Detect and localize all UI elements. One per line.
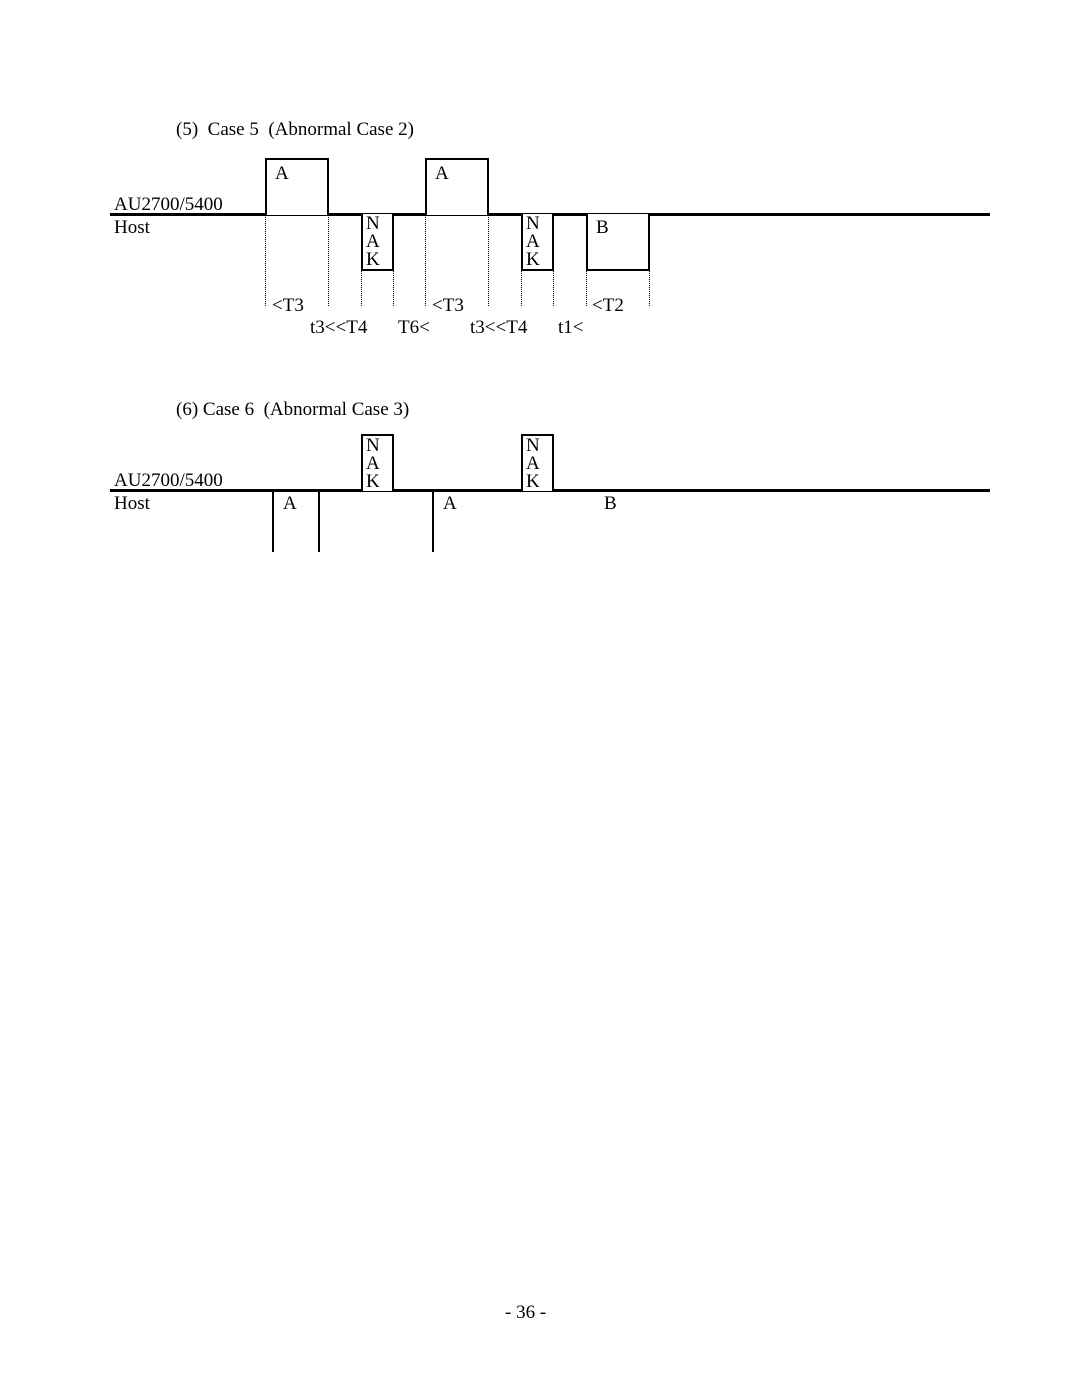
nak-line-1c: K xyxy=(526,250,540,270)
case6-title: (6) Case 6 (Abnormal Case 3) xyxy=(176,400,409,420)
case5-lower-box-2: B xyxy=(586,214,650,271)
case5-upper-box-1: A xyxy=(425,158,489,215)
case5-lower-box-0: N A K xyxy=(361,214,394,271)
timing-label: <T3 xyxy=(432,296,464,316)
case5-upper-box-0: A xyxy=(265,158,329,215)
nak-line-0c: K xyxy=(366,250,380,270)
timing-diagram-page: { "page_number": "- 36 -", "colors": { "… xyxy=(0,0,1080,1397)
timing-label: <T2 xyxy=(592,296,624,316)
case6-upper-lane-label: AU2700/5400 xyxy=(114,471,223,491)
case5-title: (5) Case 5 (Abnormal Case 2) xyxy=(176,120,414,140)
guide xyxy=(361,271,362,306)
case6-lower-label-1: A xyxy=(443,494,457,514)
case5-upper-box-0-label: A xyxy=(275,164,289,184)
case6-lower-lane-label: Host xyxy=(114,494,150,514)
case6-upper-box-0: N A K xyxy=(361,434,394,491)
timing-label: T6< xyxy=(398,318,430,338)
page-number: - 36 - xyxy=(505,1302,546,1324)
tick xyxy=(432,490,434,552)
guide xyxy=(393,271,394,306)
guide xyxy=(553,271,554,306)
case5-lower-lane-label: Host xyxy=(114,218,150,238)
guide xyxy=(521,271,522,306)
case6-lower-label-2: B xyxy=(604,494,617,514)
case5-upper-lane-label: AU2700/5400 xyxy=(114,195,223,215)
guide xyxy=(488,214,489,306)
timing-label: <T3 xyxy=(272,296,304,316)
tick xyxy=(272,490,274,552)
guide xyxy=(649,271,650,306)
guide xyxy=(586,271,587,306)
nak6-line-0c: K xyxy=(366,472,380,492)
guide xyxy=(328,214,329,306)
case6-lower-label-0: A xyxy=(283,494,297,514)
nak6-line-1c: K xyxy=(526,472,540,492)
timing-label: t3<<T4 xyxy=(470,318,527,338)
guide xyxy=(265,214,266,306)
case6-upper-box-1: N A K xyxy=(521,434,554,491)
case5-lower-box-2-label: B xyxy=(596,218,609,238)
case5-lower-box-1: N A K xyxy=(521,214,554,271)
guide xyxy=(425,214,426,306)
tick xyxy=(318,490,320,552)
timing-label: t1< xyxy=(558,318,584,338)
case5-upper-box-1-label: A xyxy=(435,164,449,184)
timing-label: t3<<T4 xyxy=(310,318,367,338)
